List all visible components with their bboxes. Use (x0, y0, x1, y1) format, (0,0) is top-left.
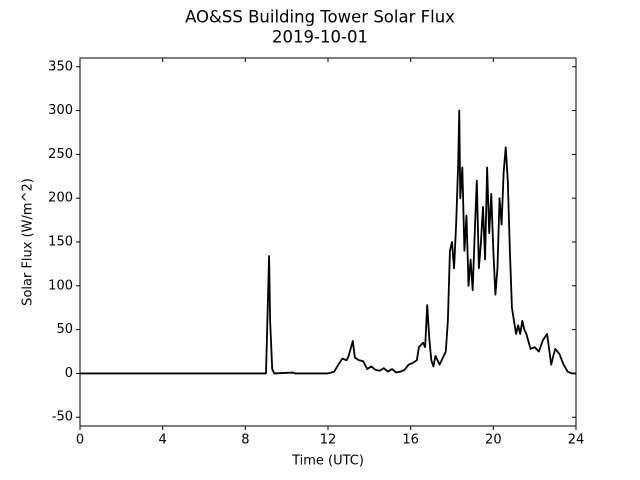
x-tick-label: 24 (568, 433, 585, 448)
y-tick-label: 50 (56, 322, 73, 337)
plot-frame (79, 57, 577, 427)
y-tick-label: -50 (52, 410, 73, 425)
x-tick-label: 20 (485, 433, 502, 448)
y-tick-label: 100 (48, 278, 73, 293)
chart-subtitle: 2019-10-01 (272, 28, 368, 47)
y-tick-label: 350 (48, 59, 73, 74)
x-axis-label: Time (UTC) (291, 454, 364, 469)
x-tick-label: 16 (402, 433, 419, 448)
x-tick-label: 0 (76, 433, 84, 448)
x-tick-label: 4 (159, 433, 167, 448)
y-tick-label: 200 (48, 191, 73, 206)
x-tick-label: 8 (241, 433, 249, 448)
chart-title: AO&SS Building Tower Solar Flux (185, 8, 455, 27)
y-tick-label: 300 (48, 103, 73, 118)
y-tick-label: 0 (65, 366, 73, 381)
x-tick-label: 12 (320, 433, 337, 448)
y-tick-label: 250 (48, 147, 73, 162)
y-axis-label: Solar Flux (W/m^2) (21, 178, 36, 306)
y-tick-label: 150 (48, 235, 73, 250)
data-line (80, 109, 576, 375)
